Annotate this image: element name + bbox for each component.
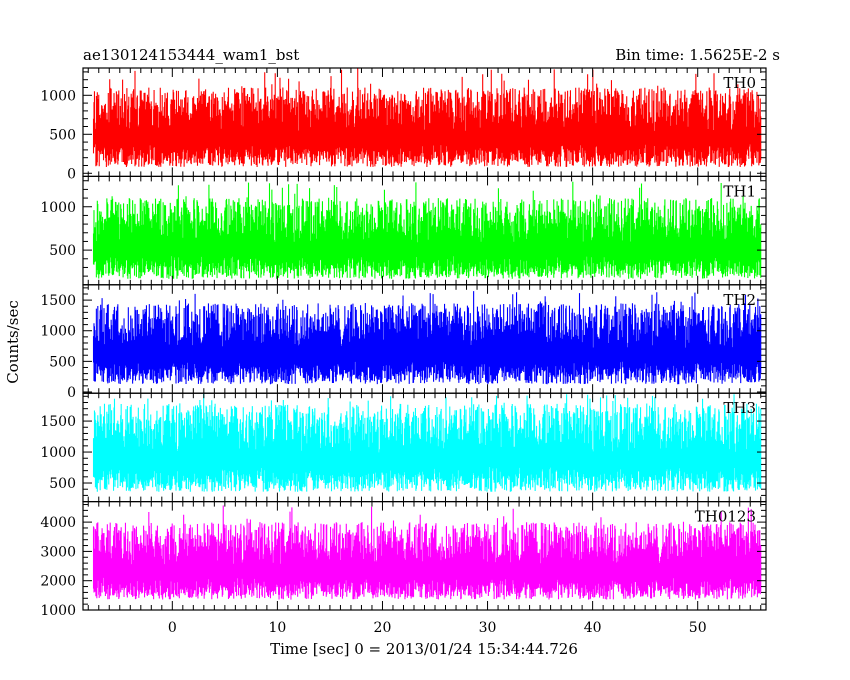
- panel-th2: 0 500 1000 1500 TH2: [40, 284, 767, 401]
- panel-th1: 500 1000 TH1: [40, 175, 767, 286]
- y-tick-label: 1000: [40, 445, 76, 461]
- y-tick-label: 500: [49, 476, 76, 492]
- series-trace-th0: [92, 68, 762, 167]
- series-label-th1: TH1: [723, 182, 756, 200]
- y-tick-label: 1000: [40, 200, 76, 216]
- series-label-th0: TH0: [723, 74, 756, 92]
- panel-th0: 0 500 1000 TH0: [40, 67, 767, 182]
- chart-title: ae130124153444_wam1_bst: [83, 46, 299, 64]
- y-tick-label: 1500: [40, 414, 76, 430]
- series-label-th0123: TH0123: [695, 508, 756, 526]
- series-trace-th1: [92, 181, 762, 279]
- series-label-th2: TH2: [723, 291, 756, 309]
- y-tick-label: 500: [49, 127, 76, 143]
- y-tick-label: 1000: [40, 603, 76, 619]
- y-tick-label: 1000: [40, 324, 76, 340]
- panel-th0123: 1000 2000 3000 4000 TH0123: [40, 501, 767, 619]
- x-tick-label: 50: [689, 620, 707, 636]
- y-tick-label: 0: [67, 385, 76, 401]
- series-trace-th2: [92, 291, 762, 385]
- x-tick-label: 0: [168, 620, 177, 636]
- series-trace-th3: [92, 393, 762, 492]
- bin-time-label: Bin time: 1.5625E-2 s: [615, 46, 780, 64]
- y-tick-label: 500: [49, 243, 76, 259]
- x-tick-label: 30: [479, 620, 497, 636]
- y-tick-label: 2000: [40, 574, 76, 590]
- y-tick-label: 3000: [40, 544, 76, 560]
- panel-th3: 500 1000 1500 TH3: [40, 392, 767, 503]
- x-axis-label: Time [sec] 0 = 2013/01/24 15:34:44.726: [270, 640, 578, 658]
- y-tick-label: 0: [67, 166, 76, 182]
- series-label-th3: TH3: [723, 399, 756, 417]
- x-tick-label: 20: [374, 620, 392, 636]
- y-tick-label: 1000: [40, 88, 76, 104]
- y-tick-label: 4000: [40, 515, 76, 531]
- x-tick-label: 40: [584, 620, 602, 636]
- y-tick-label: 500: [49, 354, 76, 370]
- series-trace-th0123: [92, 505, 762, 600]
- y-tick-label: 1500: [40, 293, 76, 309]
- x-tick-label: 10: [268, 620, 286, 636]
- y-axis-label: Counts/sec: [4, 300, 22, 384]
